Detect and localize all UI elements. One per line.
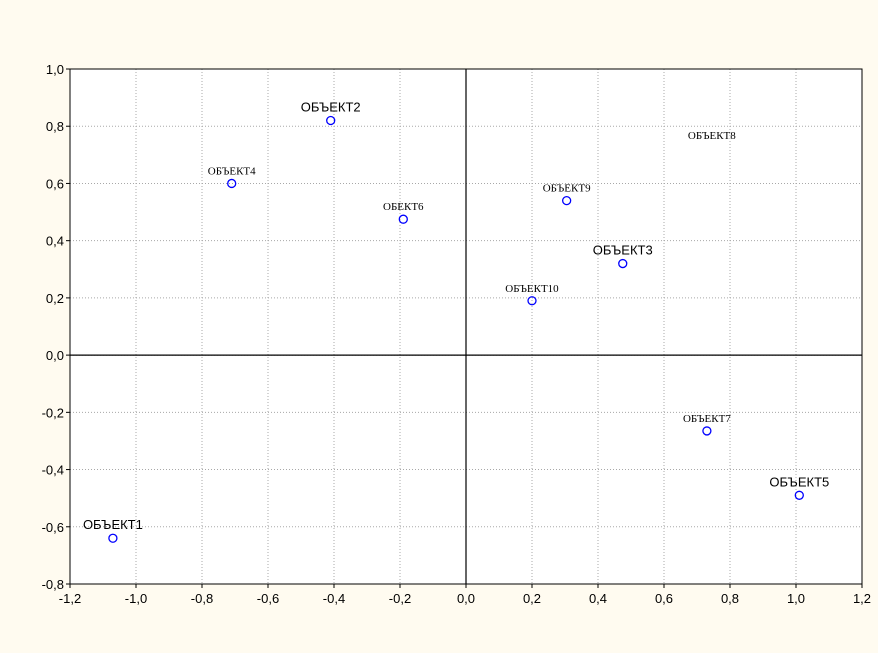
x-tick-label: -1,0	[125, 591, 147, 606]
data-point	[398, 214, 408, 224]
point-label: ОБЪЕКТ10	[505, 283, 559, 295]
point-label: ОБЕКТ6	[383, 201, 424, 213]
point-label: ОБЪЕКТ5	[769, 474, 829, 489]
y-tick-label: 0,4	[46, 234, 64, 249]
x-tick-label: -0,2	[389, 591, 411, 606]
data-point	[794, 490, 804, 500]
data-point	[702, 426, 712, 436]
x-tick-label: 0,4	[589, 591, 607, 606]
point-label: ОБЪЕКТ1	[83, 517, 143, 532]
y-tick-label: 0,8	[46, 119, 64, 134]
x-tick-label: 1,0	[787, 591, 805, 606]
point-label: ОБЪЕКТ8	[688, 130, 736, 142]
x-tick-label: -0,6	[257, 591, 279, 606]
y-tick-label: 0,6	[46, 176, 64, 191]
point-label: ОБЪЕКТ9	[543, 183, 591, 195]
y-tick-label: 0,0	[46, 348, 64, 363]
x-tick-label: 0,6	[655, 591, 673, 606]
data-point	[562, 195, 572, 206]
x-tick-label: 0,0	[457, 591, 475, 606]
data-point	[618, 258, 628, 269]
x-tick-label: 1,2	[853, 591, 871, 606]
y-tick-label: -0,2	[42, 405, 64, 420]
y-tick-label: -0,6	[42, 520, 64, 535]
data-point	[227, 178, 237, 189]
data-point	[527, 296, 537, 306]
x-tick-label: -1,2	[59, 591, 81, 606]
data-point	[108, 533, 118, 543]
y-tick-label: -0,8	[42, 577, 64, 592]
x-tick-label: 0,2	[523, 591, 541, 606]
point-label: ОБЪЕКТ3	[593, 243, 653, 258]
y-tick-label: 1,0	[46, 62, 64, 77]
data-point	[326, 115, 336, 126]
x-tick-label: -0,4	[323, 591, 345, 606]
point-label: ОБЪЕКТ4	[208, 165, 256, 177]
plot-area: -1,2 -1,0 -0,8 -0,6 -0,4 -0,2 0,0 0,2 0,4 0,6 0,8 1…	[42, 62, 871, 606]
y-tick-label: -0,4	[42, 463, 64, 478]
point-label: ОБЪЕКТ2	[301, 100, 361, 115]
y-tick-label: 0,2	[46, 291, 64, 306]
x-tick-label: -0,8	[191, 591, 213, 606]
x-tick-label: 0,8	[721, 591, 739, 606]
point-label: ОБЪЕКТ7	[683, 413, 731, 425]
